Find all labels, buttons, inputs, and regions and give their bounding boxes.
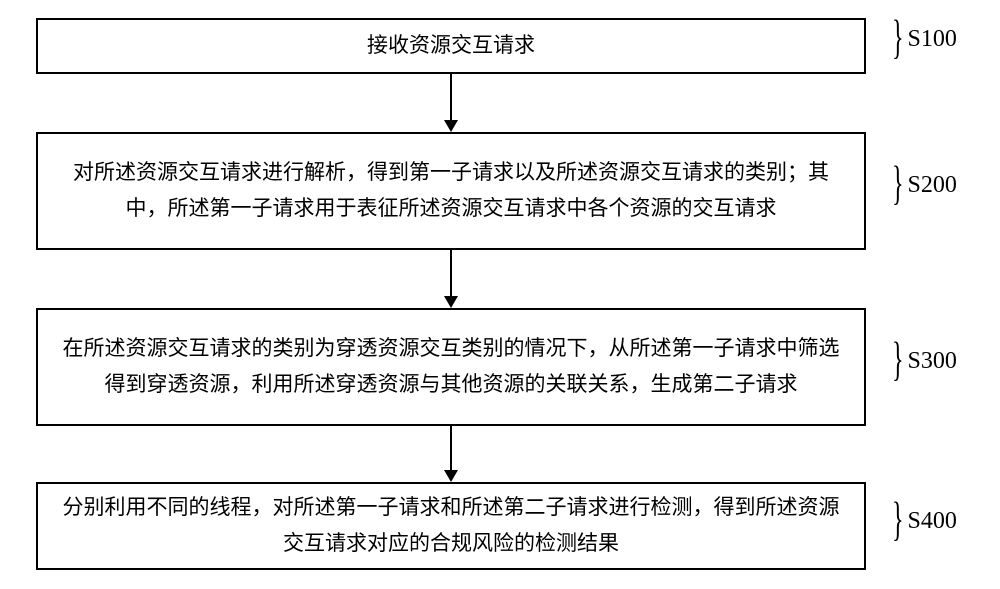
step-label-s100: } S100: [892, 26, 957, 53]
step-box-s200: 对所述资源交互请求进行解析，得到第一子请求以及所述资源交互请求的类别；其中，所述…: [36, 132, 866, 250]
step-label-s300: } S300: [892, 348, 957, 375]
step-label-text: S100: [908, 26, 957, 53]
flowchart-canvas: 接收资源交互请求 } S100 对所述资源交互请求进行解析，得到第一子请求以及所…: [0, 0, 1000, 589]
brace-icon: }: [892, 335, 904, 389]
step-box-s100: 接收资源交互请求: [36, 18, 866, 74]
step-text: 分别利用不同的线程，对所述第一子请求和所述第二子请求进行检测，得到所述资源交互请…: [58, 490, 844, 561]
brace-icon: }: [892, 13, 904, 67]
arrow-s200-s300: [444, 250, 458, 308]
step-text: 接收资源交互请求: [367, 28, 535, 64]
arrow-s300-s400: [444, 426, 458, 482]
step-text: 在所述资源交互请求的类别为穿透资源交互类别的情况下，从所述第一子请求中筛选得到穿…: [58, 331, 844, 402]
brace-icon: }: [892, 495, 904, 549]
step-label-s200: } S200: [892, 172, 957, 199]
step-label-text: S300: [908, 348, 957, 375]
step-box-s400: 分别利用不同的线程，对所述第一子请求和所述第二子请求进行检测，得到所述资源交互请…: [36, 482, 866, 570]
step-box-s300: 在所述资源交互请求的类别为穿透资源交互类别的情况下，从所述第一子请求中筛选得到穿…: [36, 308, 866, 426]
arrow-s100-s200: [444, 74, 458, 132]
step-label-text: S200: [908, 172, 957, 199]
brace-icon: }: [892, 159, 904, 213]
step-label-s400: } S400: [892, 508, 957, 535]
step-label-text: S400: [908, 508, 957, 535]
step-text: 对所述资源交互请求进行解析，得到第一子请求以及所述资源交互请求的类别；其中，所述…: [58, 155, 844, 226]
